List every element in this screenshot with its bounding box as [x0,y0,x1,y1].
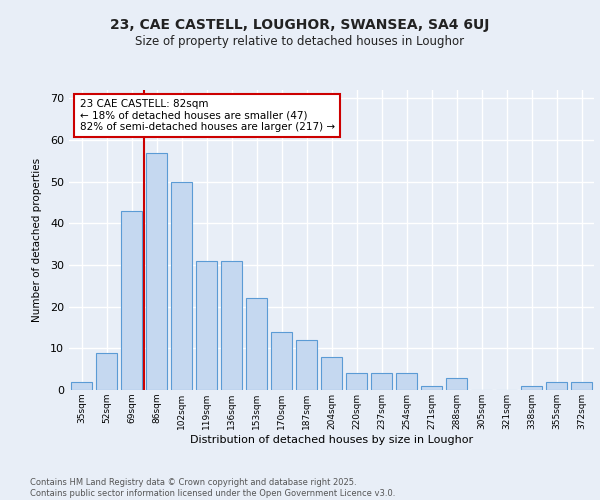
Bar [171,182,192,390]
Bar [246,298,267,390]
Bar [321,356,342,390]
Bar [521,386,542,390]
Bar [196,261,217,390]
Bar [271,332,292,390]
Bar [346,374,367,390]
Bar [121,211,142,390]
Bar [421,386,442,390]
Bar [296,340,317,390]
Bar [221,261,242,390]
Y-axis label: Number of detached properties: Number of detached properties [32,158,41,322]
Text: Contains HM Land Registry data © Crown copyright and database right 2025.
Contai: Contains HM Land Registry data © Crown c… [30,478,395,498]
Bar [546,382,567,390]
Text: 23 CAE CASTELL: 82sqm
← 18% of detached houses are smaller (47)
82% of semi-deta: 23 CAE CASTELL: 82sqm ← 18% of detached … [79,99,335,132]
Bar [396,374,417,390]
Bar [446,378,467,390]
Text: Size of property relative to detached houses in Loughor: Size of property relative to detached ho… [136,35,464,48]
X-axis label: Distribution of detached houses by size in Loughor: Distribution of detached houses by size … [190,434,473,444]
Bar [571,382,592,390]
Bar [71,382,92,390]
Bar [146,152,167,390]
Bar [371,374,392,390]
Text: 23, CAE CASTELL, LOUGHOR, SWANSEA, SA4 6UJ: 23, CAE CASTELL, LOUGHOR, SWANSEA, SA4 6… [110,18,490,32]
Bar [96,352,117,390]
